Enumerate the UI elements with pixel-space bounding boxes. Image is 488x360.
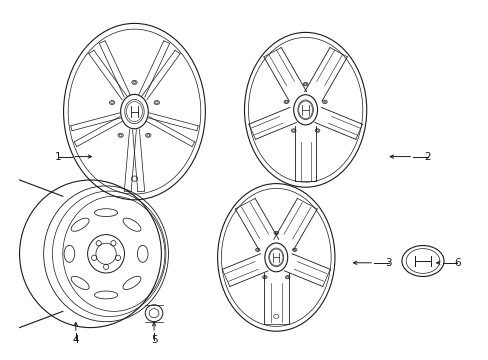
Text: 3: 3 — [385, 258, 391, 268]
Text: 6: 6 — [453, 258, 460, 268]
Text: 5: 5 — [150, 335, 157, 345]
Text: 1: 1 — [54, 152, 61, 162]
Text: 2: 2 — [424, 152, 430, 162]
Text: 4: 4 — [72, 335, 79, 345]
